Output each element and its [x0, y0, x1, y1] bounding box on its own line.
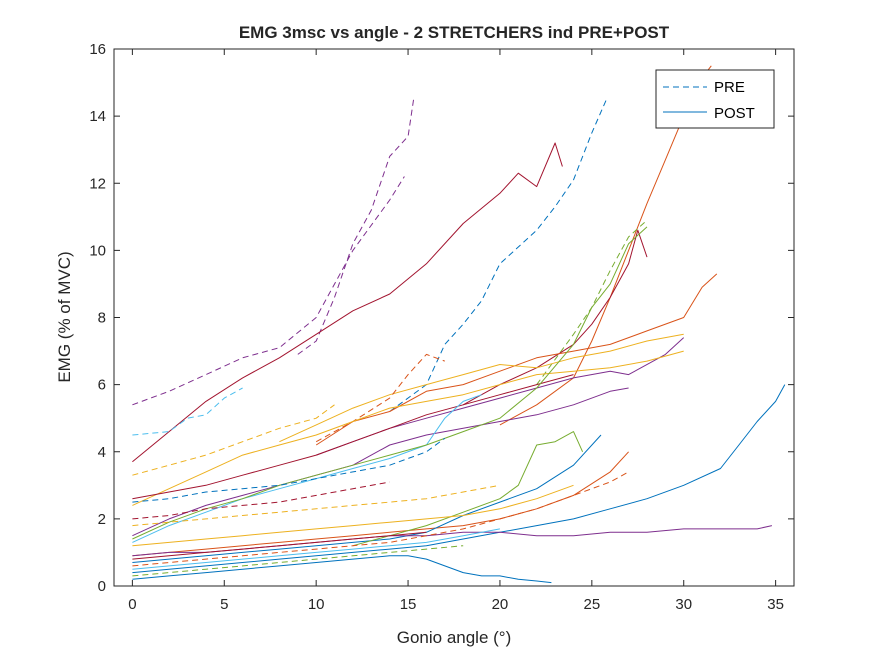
x-tick-label: 20 — [492, 596, 509, 613]
y-tick-label: 2 — [98, 511, 106, 528]
series-line-30 — [132, 484, 574, 547]
x-tick-label: 25 — [583, 596, 600, 613]
series-line-16 — [132, 387, 629, 537]
x-axis: 0 5 10 15 20 25 30 35 — [128, 49, 784, 613]
y-tick-label: 6 — [98, 377, 106, 394]
series-line-31 — [132, 545, 464, 577]
series-line-32 — [132, 531, 427, 560]
x-tick-label: 0 — [128, 596, 136, 613]
y-tick-label: 10 — [89, 242, 106, 259]
x-tick-label: 5 — [220, 596, 228, 613]
y-tick-label: 16 — [89, 41, 106, 58]
y-tick-label: 14 — [89, 108, 106, 125]
chart-title: EMG 3msc vs angle - 2 STRETCHERS ind PRE… — [239, 23, 670, 42]
legend-pre-label: PRE — [714, 79, 745, 96]
x-tick-label: 35 — [767, 596, 784, 613]
series-line-20 — [132, 481, 390, 520]
series-layer — [132, 65, 786, 584]
series-line-19 — [132, 437, 446, 503]
series-line-13 — [315, 353, 445, 443]
series-line-14 — [132, 350, 684, 506]
y-tick-label: 8 — [98, 310, 106, 327]
series-line-8 — [462, 229, 648, 406]
series-line-10 — [279, 333, 684, 443]
y-axis: 0 2 4 6 8 10 12 14 16 — [89, 41, 794, 595]
series-line-12 — [132, 404, 335, 476]
series-line-9 — [315, 273, 718, 446]
series-line-15 — [132, 374, 574, 500]
series-line-17 — [132, 394, 482, 543]
series-line-29 — [132, 528, 500, 570]
series-line-28 — [132, 471, 629, 567]
series-line-26 — [352, 431, 584, 547]
series-line-18 — [132, 226, 648, 540]
x-axis-label: Gonio angle (°) — [397, 628, 512, 647]
legend-post-label: POST — [714, 105, 755, 122]
legend-box — [655, 69, 775, 129]
x-tick-label: 30 — [675, 596, 692, 613]
series-line-5 — [389, 99, 607, 412]
series-line-1 — [297, 99, 415, 355]
y-tick-label: 12 — [89, 175, 106, 192]
series-line-2 — [132, 176, 405, 406]
y-tick-label: 4 — [98, 444, 106, 461]
series-line-3 — [132, 142, 563, 463]
x-tick-label: 15 — [400, 596, 417, 613]
series-line-4 — [132, 387, 243, 436]
plot-area — [113, 48, 795, 587]
y-axis-label: EMG (% of MVC) — [55, 251, 74, 382]
legend: PRE POST — [655, 69, 775, 129]
series-line-21 — [132, 484, 500, 527]
series-line-27 — [132, 555, 552, 584]
series-line-7 — [536, 219, 648, 385]
x-tick-label: 10 — [308, 596, 325, 613]
y-tick-label: 0 — [98, 578, 106, 595]
